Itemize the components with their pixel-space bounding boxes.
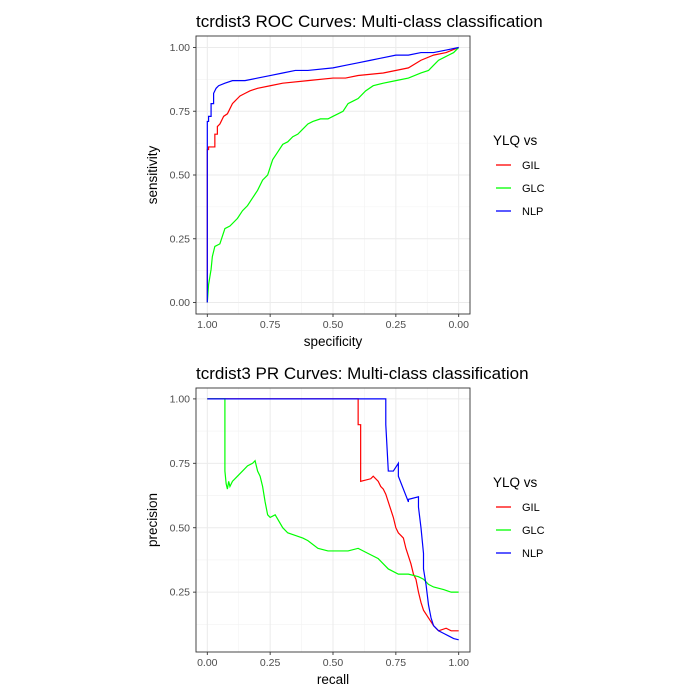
pr-y-tick-label: 0.50	[170, 522, 191, 534]
roc-chart-title: tcrdist3 ROC Curves: Multi-class classif…	[196, 12, 543, 31]
pr-chart-title: tcrdist3 PR Curves: Multi-class classifi…	[196, 364, 529, 383]
pr-legend-label-nlp: NLP	[522, 548, 543, 560]
roc-legend-label-nlp: NLP	[522, 206, 543, 218]
pr-y-tick-label: 0.75	[170, 458, 191, 470]
roc-x-axis-title: specificity	[304, 334, 363, 349]
pr-legend-title: YLQ vs	[493, 475, 538, 490]
roc-y-tick-label: 0.25	[170, 233, 191, 245]
pr-series-gil-line	[207, 398, 459, 632]
roc-series-glc-line	[206, 47, 460, 303]
pr-x-tick-label: 0.00	[197, 657, 218, 669]
roc-series-nlp-line	[206, 46, 459, 303]
pr-y-tick-label: 1.00	[170, 393, 191, 405]
roc-x-tick-label: 0.00	[448, 319, 469, 331]
roc-x-tick-label: 0.25	[386, 319, 407, 331]
roc-x-tick-label: 0.75	[260, 319, 281, 331]
pr-legend-label-glc: GLC	[522, 525, 545, 537]
roc-y-axis-title: sensitivity	[145, 145, 160, 204]
roc-x-tick-label: 1.00	[197, 319, 218, 331]
pr-x-tick-label: 0.75	[386, 657, 407, 669]
pr-x-tick-label: 0.50	[323, 657, 344, 669]
pr-x-axis-title: recall	[317, 672, 349, 687]
roc-legend-label-glc: GLC	[522, 183, 545, 195]
pr-x-tick-label: 1.00	[448, 657, 469, 669]
pr-y-axis-title: precision	[145, 493, 160, 547]
roc-y-tick-label: 0.00	[170, 297, 191, 309]
pr-series-nlp-line	[207, 398, 459, 641]
pr-series-glc-line	[207, 398, 459, 593]
pr-legend-label-gil: GIL	[522, 502, 540, 514]
roc-y-tick-label: 1.00	[170, 42, 191, 54]
roc-y-tick-label: 0.50	[170, 170, 191, 182]
roc-x-tick-label: 0.50	[323, 319, 344, 331]
roc-legend-label-gil: GIL	[522, 160, 540, 172]
roc-legend-title: YLQ vs	[493, 133, 538, 148]
pr-x-tick-label: 0.25	[260, 657, 281, 669]
roc-series-gil-line	[206, 46, 459, 303]
roc-y-tick-label: 0.75	[170, 106, 191, 118]
pr-y-tick-label: 0.25	[170, 587, 191, 599]
